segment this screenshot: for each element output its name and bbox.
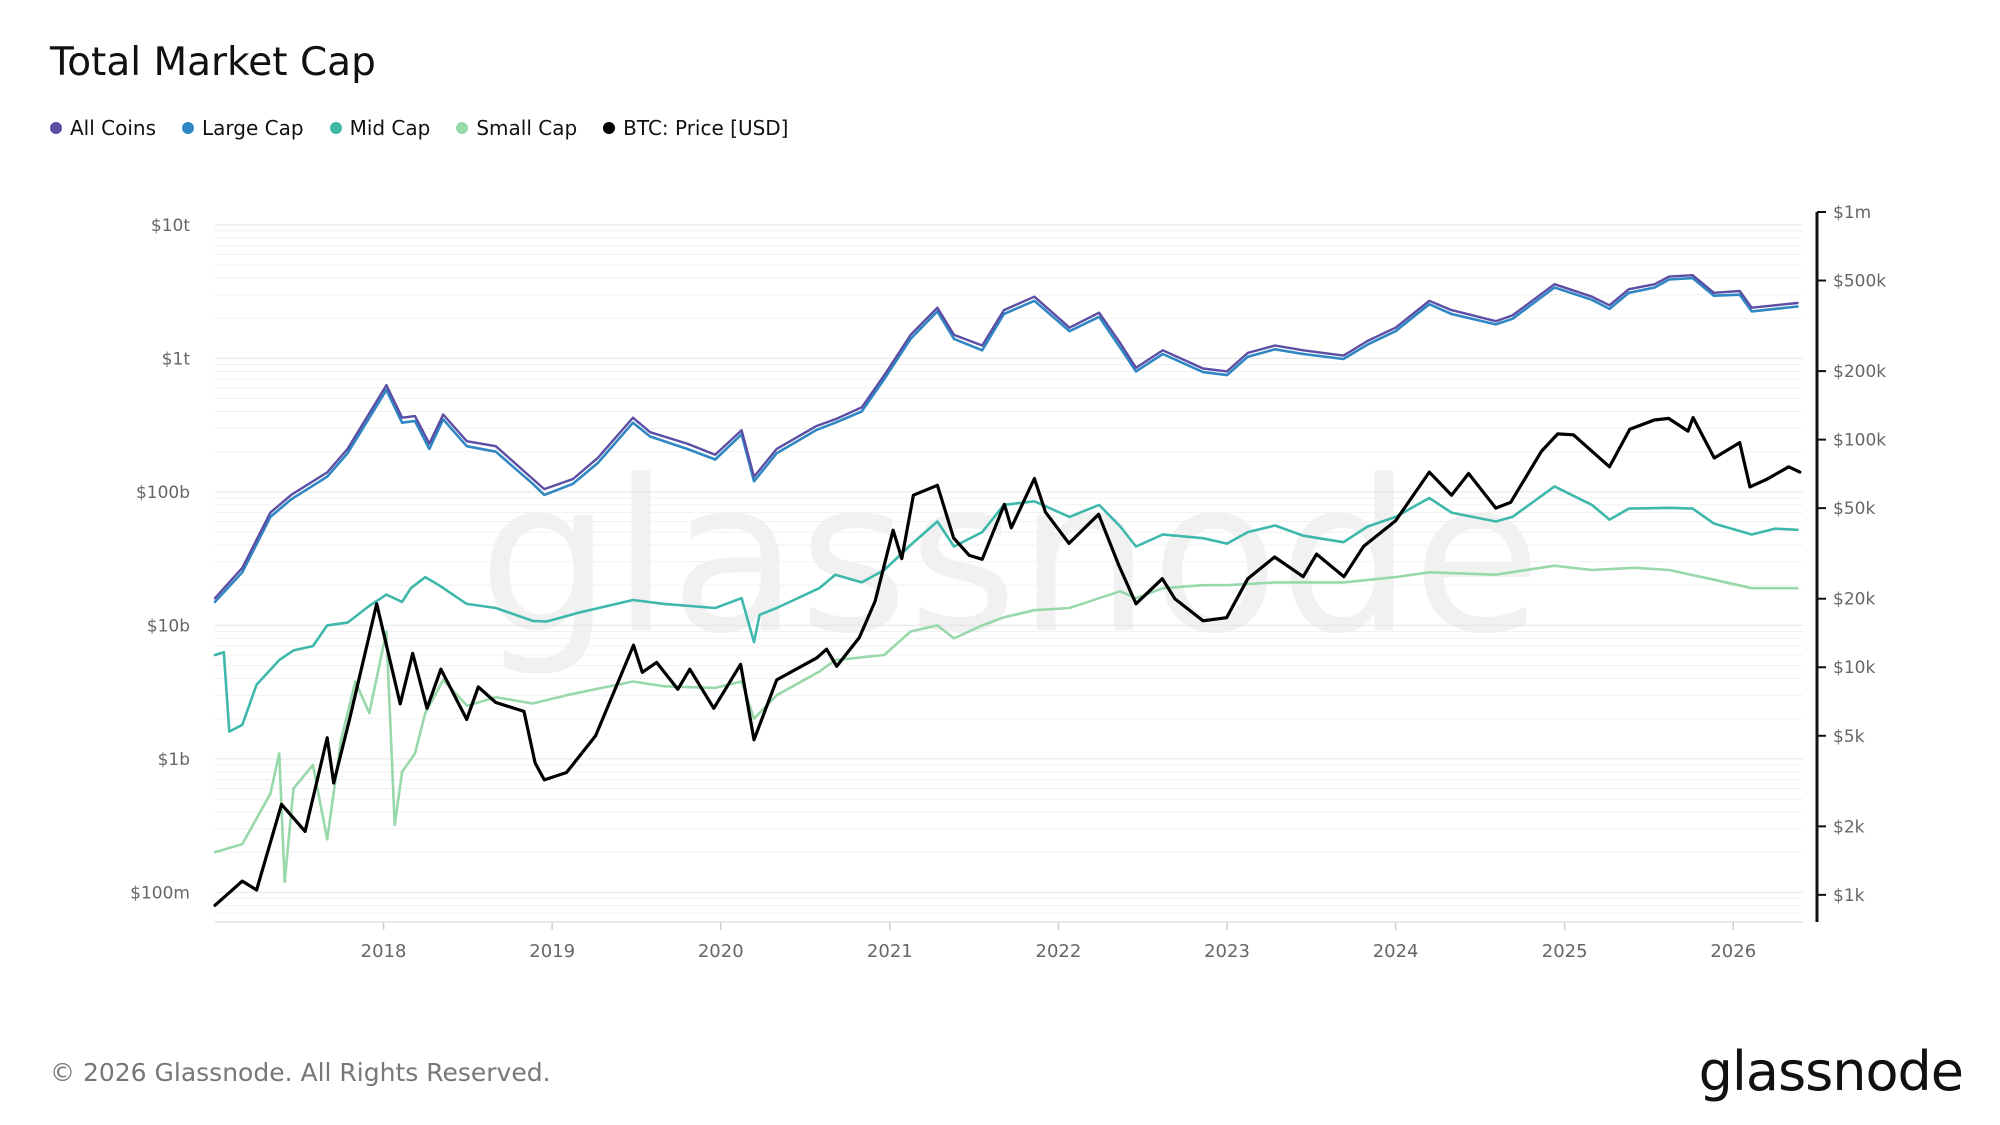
left-tick-label: $1t — [162, 349, 191, 369]
right-tick-label: $50k — [1833, 499, 1875, 519]
right-tick-label: $100k — [1833, 431, 1886, 451]
glassnode-logo[interactable]: glassnode — [1698, 1040, 1964, 1103]
left-tick-label: $100m — [130, 883, 190, 903]
right-tick-label: $500k — [1833, 272, 1886, 292]
x-axis-ticks: 2018 2019 2020 2021 2022 2023 2024 2025 2026 — [361, 922, 1756, 962]
series-line-all-coins[interactable] — [213, 274, 1799, 600]
glassnode-watermark: glassnode — [478, 435, 1541, 680]
legend-label-all-coins: All Coins — [70, 116, 157, 140]
x-tick-label: 2023 — [1204, 941, 1250, 962]
left-axis-ticks: $10t $1t $100b $10b $1b $100m — [130, 216, 190, 903]
right-tick-label: $20k — [1833, 590, 1875, 610]
legend-marker-small-cap — [456, 122, 469, 134]
x-tick-label: 2021 — [867, 941, 913, 962]
right-tick-label: $10k — [1833, 658, 1875, 678]
series-line-large-cap[interactable] — [213, 276, 1799, 604]
legend-label-small-cap: Small Cap — [476, 116, 578, 140]
x-tick-label: 2019 — [529, 941, 575, 962]
legend-item-btc-price[interactable]: BTC: Price [USD] — [603, 116, 788, 140]
legend-marker-btc-price — [603, 122, 616, 134]
gridlines — [215, 224, 1803, 923]
left-tick-label: $1b — [158, 750, 190, 770]
series-lines — [213, 274, 1802, 907]
legend-label-mid-cap: Mid Cap — [349, 116, 431, 140]
x-tick-label: 2018 — [361, 941, 407, 962]
legend-item-mid-cap[interactable]: Mid Cap — [329, 116, 431, 140]
right-axis-ticks: $1m $500k $200k $100k $50k $20k $10k $5k $2k $1k — [1817, 203, 1886, 906]
legend-marker-all-coins — [50, 122, 62, 134]
left-tick-label: $100b — [136, 483, 190, 503]
x-tick-label: 2022 — [1036, 941, 1082, 962]
series-line-small-cap[interactable] — [213, 564, 1799, 884]
x-tick-label: 2025 — [1542, 941, 1588, 962]
series-line-btc-price-usd[interactable] — [213, 416, 1802, 907]
legend-label-btc-price: BTC: Price [USD] — [623, 116, 789, 140]
right-tick-label: $2k — [1833, 817, 1865, 837]
series-line-mid-cap[interactable] — [213, 485, 1799, 733]
legend-label-large-cap: Large Cap — [202, 116, 304, 140]
left-tick-label: $10t — [151, 216, 190, 236]
right-tick-label: $1m — [1833, 203, 1871, 223]
x-tick-label: 2026 — [1710, 941, 1756, 962]
x-tick-label: 2024 — [1373, 941, 1419, 962]
legend-item-large-cap[interactable]: Large Cap — [182, 116, 304, 140]
legend-item-small-cap[interactable]: Small Cap — [456, 116, 577, 140]
legend-item-all-coins[interactable]: All Coins — [50, 116, 156, 140]
legend-marker-mid-cap — [329, 122, 342, 134]
legend: All Coins Large Cap Mid Cap Small Cap BT… — [50, 116, 814, 140]
chart-title: Total Market Cap — [50, 40, 376, 85]
legend-marker-large-cap — [182, 122, 195, 134]
right-tick-label: $5k — [1833, 727, 1865, 747]
right-tick-label: $1k — [1833, 886, 1865, 906]
x-tick-label: 2020 — [698, 941, 744, 962]
right-tick-label: $200k — [1833, 362, 1886, 382]
left-tick-label: $10b — [147, 616, 190, 636]
copyright-footer: © 2026 Glassnode. All Rights Reserved. — [50, 1058, 551, 1087]
